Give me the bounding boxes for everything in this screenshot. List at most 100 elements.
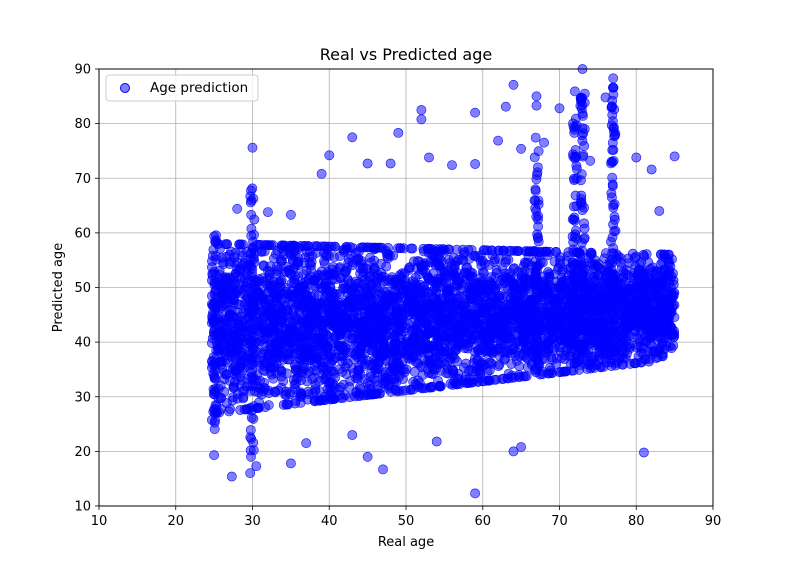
data-point <box>509 372 519 383</box>
data-point <box>324 350 335 361</box>
data-point <box>401 364 412 375</box>
data-point <box>607 157 618 167</box>
legend-marker-icon <box>120 83 130 93</box>
data-point <box>489 256 500 267</box>
data-point <box>301 438 312 449</box>
data-point <box>646 303 657 314</box>
data-point <box>360 343 370 354</box>
data-point <box>347 430 358 440</box>
data-point <box>587 316 598 326</box>
data-point <box>470 107 480 118</box>
data-point <box>281 390 291 401</box>
x-tick-label: 20 <box>167 514 184 529</box>
data-point <box>418 334 429 345</box>
data-point <box>434 244 445 255</box>
data-point <box>499 347 510 358</box>
data-point <box>531 174 542 185</box>
data-point <box>247 142 258 153</box>
data-point <box>542 289 552 300</box>
data-point <box>631 281 641 292</box>
data-point <box>226 329 237 340</box>
data-point <box>650 267 661 277</box>
data-point <box>263 400 274 410</box>
data-point <box>209 373 220 384</box>
data-points <box>206 64 680 499</box>
data-point <box>398 243 409 254</box>
data-point <box>470 159 480 169</box>
data-point <box>608 116 618 127</box>
data-point <box>516 442 526 452</box>
data-point <box>462 343 473 354</box>
data-point <box>220 239 231 249</box>
data-point <box>225 256 236 267</box>
data-point <box>533 327 544 337</box>
data-point <box>359 360 370 371</box>
data-point <box>229 311 240 322</box>
data-point <box>576 194 587 204</box>
data-point <box>579 234 590 245</box>
data-point <box>257 348 268 359</box>
data-point <box>378 378 388 388</box>
data-point <box>301 265 312 276</box>
data-point <box>319 391 330 402</box>
data-point <box>570 86 580 97</box>
data-point <box>303 318 314 329</box>
data-point <box>469 374 480 385</box>
data-point <box>623 253 633 264</box>
data-point <box>518 330 528 341</box>
data-point <box>207 275 217 286</box>
data-point <box>282 329 293 340</box>
data-point <box>472 355 483 366</box>
data-point <box>549 256 560 267</box>
data-point <box>324 150 335 161</box>
data-point <box>641 336 652 347</box>
data-point <box>531 274 542 285</box>
data-point <box>472 252 483 262</box>
data-point <box>520 258 531 269</box>
data-point <box>631 152 642 163</box>
data-point <box>230 346 241 357</box>
data-point <box>544 272 555 282</box>
data-point <box>441 368 452 378</box>
data-point <box>277 303 288 314</box>
data-point <box>472 344 483 355</box>
data-point <box>230 365 241 376</box>
data-point <box>631 318 642 329</box>
data-point <box>623 310 634 321</box>
data-point <box>508 290 519 301</box>
data-point <box>469 279 480 290</box>
data-point <box>369 242 380 253</box>
data-point <box>354 382 365 393</box>
data-point <box>301 307 311 318</box>
data-point <box>337 356 348 367</box>
data-point <box>609 214 620 225</box>
data-point <box>402 300 413 311</box>
data-point <box>209 289 220 300</box>
data-point <box>232 203 243 214</box>
data-point <box>264 323 274 334</box>
data-point <box>560 336 570 347</box>
data-point <box>530 185 541 196</box>
data-point <box>567 273 578 284</box>
data-point <box>608 326 619 337</box>
data-point <box>482 306 492 317</box>
data-point <box>246 433 257 444</box>
data-point <box>504 268 515 279</box>
data-point <box>607 181 618 191</box>
x-tick-label: 10 <box>91 514 108 529</box>
data-point <box>664 249 674 260</box>
data-point <box>533 214 543 225</box>
data-point <box>577 260 588 271</box>
data-point <box>353 391 364 401</box>
data-point <box>480 326 491 337</box>
data-point <box>579 328 590 339</box>
data-point <box>273 385 284 396</box>
data-point <box>311 333 322 344</box>
data-point <box>268 362 279 373</box>
data-point <box>351 308 362 319</box>
data-point <box>636 357 646 368</box>
data-point <box>366 313 376 324</box>
data-point <box>539 137 549 148</box>
data-point <box>261 333 272 344</box>
data-point <box>271 268 282 279</box>
